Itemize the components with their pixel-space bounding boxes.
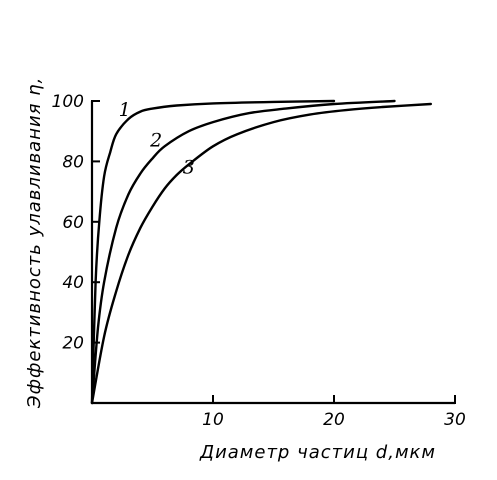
curves — [90, 99, 432, 405]
y-tick-label: 100 — [52, 92, 84, 112]
curve-label-1: 1 — [119, 99, 131, 121]
y-tick-label: 20 — [62, 334, 84, 354]
x-tick-label: 10 — [202, 410, 224, 430]
x-axis-title: Диаметр частиц d,мкм — [199, 442, 436, 463]
curve-label-2: 2 — [149, 129, 162, 151]
y-axis-title: Эффективность улавливания η, — [24, 77, 45, 409]
y-tick-label: 80 — [62, 152, 84, 172]
axes — [90, 101, 455, 405]
curve-3 — [90, 102, 432, 405]
ticks: 20 40 60 80 100 10 20 30 — [52, 92, 466, 430]
x-tick-label: 30 — [444, 410, 466, 430]
curve-2 — [90, 99, 396, 405]
y-tick-label: 40 — [62, 273, 84, 293]
x-tick-label: 20 — [323, 410, 345, 430]
y-tick-label: 60 — [62, 213, 84, 233]
curve-label-3: 3 — [183, 156, 195, 178]
curve-1 — [90, 99, 336, 405]
labels: 123 — [119, 99, 195, 178]
